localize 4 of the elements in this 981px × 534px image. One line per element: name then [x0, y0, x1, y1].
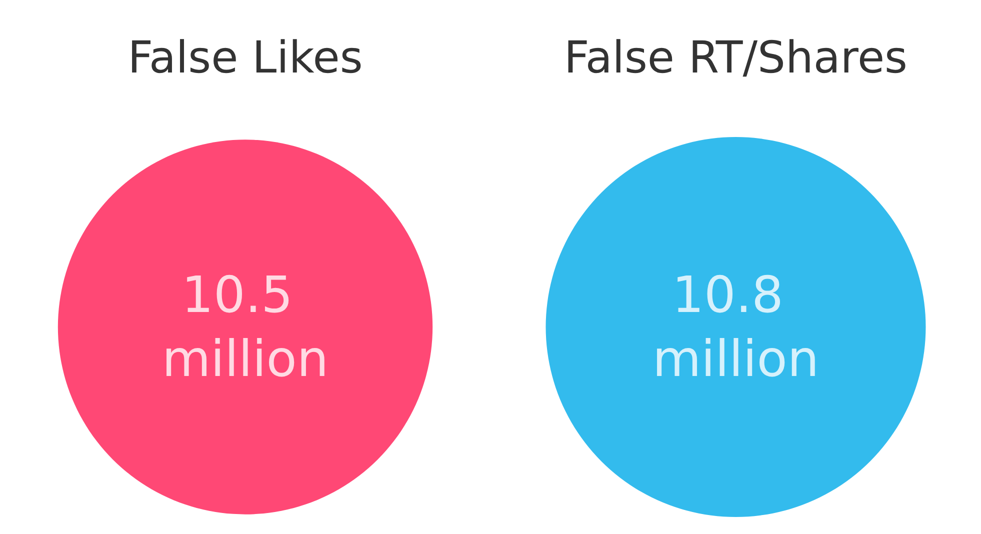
data-label: 10.8 million	[652, 266, 820, 388]
category-label: False Likes	[128, 32, 363, 84]
category-label: False RT/Shares	[564, 32, 908, 84]
data-label: 10.5 million	[162, 266, 329, 388]
